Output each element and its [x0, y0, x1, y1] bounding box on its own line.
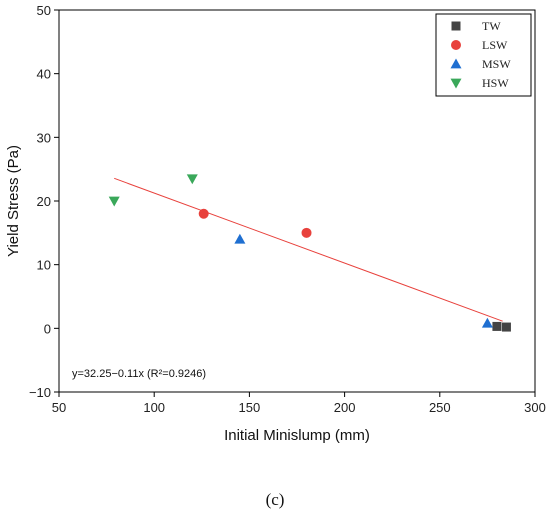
x-tick-label: 150: [239, 400, 261, 415]
data-points: [108, 174, 511, 332]
y-axis: −10 0 10 20 30 40 50: [29, 3, 59, 400]
regression-annotation: y=32.25−0.11x (R²=0.9246): [72, 368, 206, 380]
legend-label-msw: MSW: [482, 57, 511, 71]
legend-marker-lsw: [451, 40, 461, 50]
data-point-hsw: [108, 196, 120, 207]
legend: TW LSW MSW HSW: [435, 13, 532, 97]
data-point-msw: [481, 317, 493, 328]
legend-label-tw: TW: [482, 19, 501, 33]
x-tick-label: 250: [429, 400, 451, 415]
data-point-lsw: [301, 227, 312, 238]
x-tick-label: 100: [143, 400, 165, 415]
data-point-msw: [234, 233, 246, 244]
y-tick-label: 10: [37, 258, 51, 273]
data-point-tw: [492, 321, 502, 331]
figure-caption: (c): [266, 490, 285, 509]
y-tick-label: 0: [44, 321, 51, 336]
y-axis-title: Yield Stress (Pa): [5, 145, 22, 257]
data-point-tw: [501, 322, 511, 332]
data-point-lsw: [198, 208, 209, 219]
legend-marker-hsw: [450, 78, 462, 89]
x-axis-title: Initial Minislump (mm): [224, 427, 370, 444]
fit-line: [114, 177, 503, 322]
legend-marker-msw: [450, 58, 462, 69]
x-axis: 50 100 150 200 250 300: [52, 392, 546, 415]
data-point-hsw: [186, 174, 198, 185]
y-tick-label: 40: [37, 67, 51, 82]
y-tick-label: −10: [29, 385, 51, 400]
legend-marker-tw: [451, 21, 461, 31]
x-tick-label: 300: [524, 400, 546, 415]
legend-label-hsw: HSW: [482, 76, 509, 90]
legend-label-lsw: LSW: [482, 38, 508, 52]
y-tick-label: 50: [37, 3, 51, 18]
y-tick-label: 20: [37, 194, 51, 209]
x-tick-label: 50: [52, 400, 66, 415]
x-tick-label: 200: [334, 400, 356, 415]
y-tick-label: 30: [37, 130, 51, 145]
